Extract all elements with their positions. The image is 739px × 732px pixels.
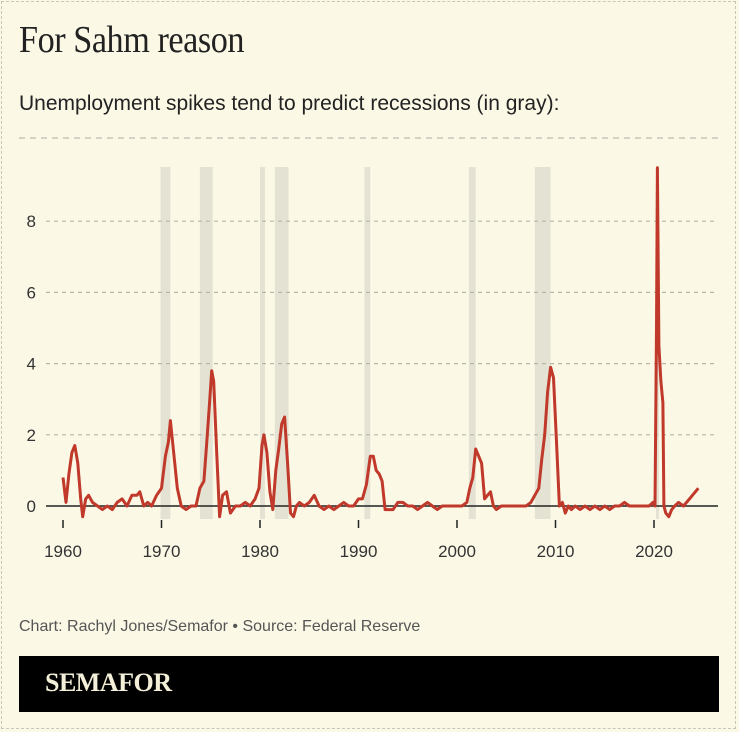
x-tick-label: 1990 <box>340 542 378 561</box>
y-tick-label: 8 <box>27 212 36 231</box>
y-tick-label: 2 <box>27 426 36 445</box>
logo-bar: SEMAFOR <box>19 656 719 712</box>
recession-band <box>199 167 213 519</box>
x-tick-label: 2020 <box>635 542 673 561</box>
recession-band <box>260 167 265 519</box>
recession-band <box>364 167 371 519</box>
x-tick-label: 1970 <box>143 542 181 561</box>
x-tick-label: 1980 <box>241 542 279 561</box>
x-tick-label: 2000 <box>438 542 476 561</box>
semafor-logo: SEMAFOR <box>45 668 172 697</box>
chart-subtitle: Unemployment spikes tend to predict rece… <box>19 92 560 115</box>
y-tick-label: 4 <box>27 355 36 374</box>
x-tick-label: 1960 <box>44 542 82 561</box>
y-tick-label: 6 <box>27 283 36 302</box>
line-chart: 0 2 4 6 8 1960 1970 1980 1990 2000 2010 2020 <box>19 137 720 561</box>
recession-band <box>160 167 171 519</box>
chart-credit: Chart: Rachyl Jones/Semafor • Source: Fe… <box>19 618 421 635</box>
chart-title: For Sahm reason <box>19 19 245 61</box>
series-line <box>61 166 700 519</box>
recession-band <box>468 167 476 519</box>
recession-band <box>534 167 551 519</box>
y-tick-label: 0 <box>27 497 36 516</box>
x-tick-label: 2010 <box>537 542 575 561</box>
